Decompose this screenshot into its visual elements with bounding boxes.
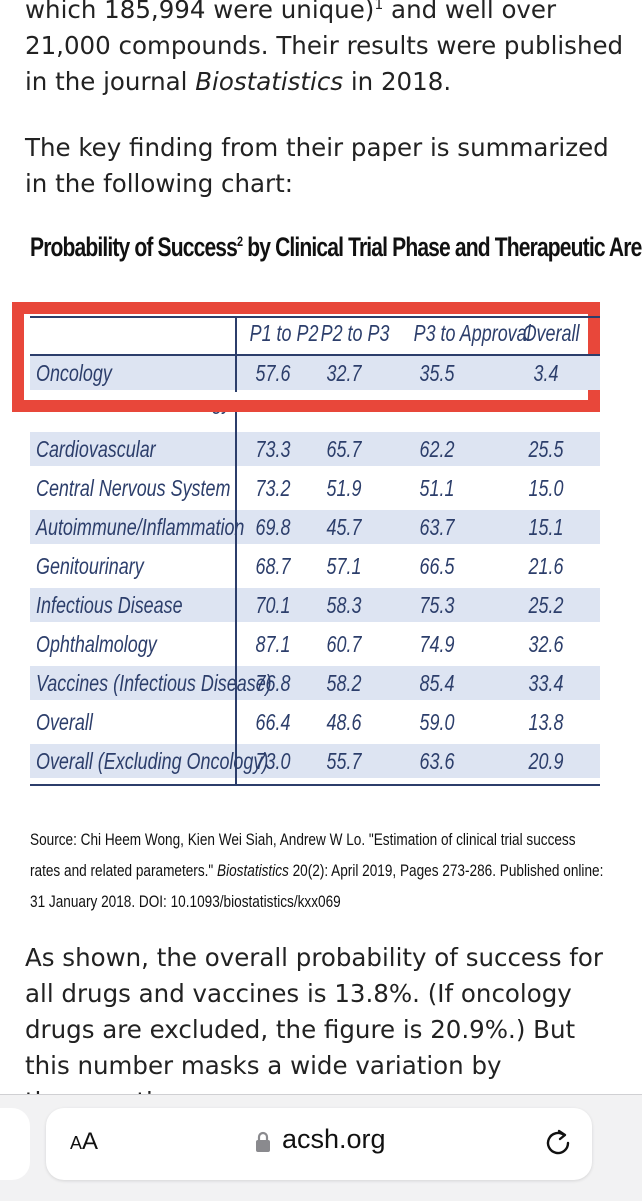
- cell-value: 76.8: [255, 670, 291, 696]
- url-text[interactable]: acsh.org: [282, 1124, 386, 1154]
- cell-value: 63.7: [419, 514, 455, 540]
- address-bar[interactable]: [46, 1108, 592, 1180]
- cell-value: 66.5: [419, 553, 455, 579]
- cell-value: 73.2: [255, 475, 291, 501]
- column-header: P2 to P3: [320, 320, 390, 346]
- cell-value: 75.3: [419, 592, 455, 618]
- p1-text-a: which 185,994 were unique): [25, 0, 375, 24]
- reader-settings-button[interactable]: AA: [70, 1128, 98, 1156]
- lock-icon: [256, 1131, 270, 1152]
- journal-name: Biostatistics: [195, 67, 344, 96]
- cell-value: 68.7: [255, 553, 291, 579]
- table-row-oncology: Oncology 57.6 32.7 35.5 3.4: [30, 356, 600, 390]
- column-header: P3 to Approval: [413, 320, 531, 346]
- cell-value: 62.2: [419, 436, 455, 462]
- column-header: P1 to P2: [249, 320, 319, 346]
- cell-value: 51.1: [419, 475, 455, 501]
- article-paragraph-2: The key finding from their paper is summ…: [25, 133, 609, 198]
- cell-value: 3.4: [533, 360, 559, 386]
- cell-value: 25.5: [528, 436, 564, 462]
- chart-title-main: Probability of Success: [30, 232, 238, 262]
- row-label: Infectious Disease: [36, 592, 183, 618]
- reload-icon[interactable]: [542, 1127, 574, 1159]
- article-paragraph-3: As shown, the overall probability of suc…: [25, 943, 603, 1116]
- cell-value: 59.0: [419, 709, 455, 735]
- cell-value: 55.7: [326, 748, 362, 774]
- cell-value: 13.8: [528, 709, 564, 735]
- row-label: Vaccines (Infectious Disease): [36, 670, 272, 696]
- table-row: Vaccines (Infectious Disease) 76.8 58.2 85.…: [30, 666, 600, 700]
- cell-value: 45.7: [326, 514, 362, 540]
- aa-large: A: [82, 1128, 99, 1155]
- table-row: Genitourinary 68.7 57.1 66.5 21.6: [30, 549, 600, 583]
- cell-value: 51.9: [326, 475, 362, 501]
- cell-value: 87.1: [255, 631, 291, 657]
- cell-value: 65.7: [326, 436, 362, 462]
- row-label: Genitourinary: [36, 553, 144, 579]
- cell-value: 60.7: [326, 631, 362, 657]
- row-label: Overall (Excluding Oncology): [36, 748, 269, 774]
- table-row: Overall 66.4 48.6 59.0 13.8: [30, 705, 600, 739]
- cell-value: 15.0: [528, 475, 564, 501]
- table-top-rule: [30, 316, 600, 318]
- chart-source: Source: Chi Heem Wong, Kien Wei Siah, An…: [30, 824, 606, 917]
- row-label: Overall: [36, 709, 93, 735]
- chart-title-footnote: 2: [237, 233, 243, 249]
- row-label: Central Nervous System: [36, 475, 231, 501]
- chart-title-rest: by Clinical Trial Phase and Therapeutic …: [242, 232, 642, 262]
- source-rest: 20(2): April 2019, Pages 273-286. Publis…: [30, 861, 604, 911]
- chart-title: Probability of Success2 by Clinical Tria…: [30, 232, 642, 263]
- article-paragraph-1: which 185,994 were unique)1 and well ove…: [25, 0, 625, 100]
- p1-text-b: and well over 21,000 compounds. Their re…: [25, 0, 624, 96]
- table-row: Infectious Disease 70.1 58.3 75.3 25.2: [30, 588, 600, 622]
- highlighted-rows: P1 to P2 P2 to P3 P3 to Approval Overall Onc…: [30, 316, 600, 398]
- cell-value: 73.3: [255, 436, 291, 462]
- cell-value: 74.9: [419, 631, 455, 657]
- cell-value: 35.5: [419, 360, 455, 386]
- cell-value: 66.4: [255, 709, 291, 735]
- p1-text-c: in 2018.: [343, 67, 452, 96]
- table-header-row: P1 to P2 P2 to P3 P3 to Approval Overall: [30, 316, 600, 350]
- cell-value: 21.6: [528, 553, 564, 579]
- source-journal: Biostatistics: [217, 861, 289, 880]
- cell-value: 20.9: [528, 748, 564, 774]
- cell-value: 48.6: [326, 709, 362, 735]
- cell-value: 57.1: [326, 553, 362, 579]
- row-label: Oncology: [36, 360, 112, 386]
- header-rule: [30, 354, 600, 356]
- cell-value: 32.6: [528, 631, 564, 657]
- table-bottom-rule: [30, 784, 600, 786]
- cell-value: 63.6: [419, 748, 455, 774]
- cell-value: 25.2: [528, 592, 564, 618]
- source-lead: Source: Chi Heem Wong, Kien Wei Siah, An…: [30, 830, 576, 880]
- row-label: Autoimmune/Inflammation: [36, 514, 245, 540]
- cell-value: 15.1: [528, 514, 564, 540]
- cell-value: 58.3: [326, 592, 362, 618]
- cell-value: 58.2: [326, 670, 362, 696]
- row-label: Ophthalmology: [36, 631, 157, 657]
- cell-value: 57.6: [255, 360, 291, 386]
- cell-value: 33.4: [528, 670, 564, 696]
- success-rate-table: Metabolic/Endocrinology 76.2 59.7 51.6 19.6 C…: [30, 316, 600, 786]
- cell-value: 70.1: [255, 592, 291, 618]
- table-row: Central Nervous System 73.2 51.9 51.1 15.0: [30, 471, 600, 505]
- cell-value: 85.4: [419, 670, 455, 696]
- aa-small: A: [70, 1133, 83, 1153]
- row-label: Cardiovascular: [36, 436, 156, 462]
- cell-value: 32.7: [326, 360, 362, 386]
- footnote-ref-1[interactable]: 1: [374, 0, 384, 13]
- label-divider: [235, 316, 237, 786]
- cell-value: 69.8: [255, 514, 291, 540]
- table-row: Overall (Excluding Oncology) 73.0 55.7 63.6…: [30, 744, 600, 778]
- table-row: Autoimmune/Inflammation 69.8 45.7 63.7 15.1: [30, 510, 600, 544]
- table-row: Cardiovascular 73.3 65.7 62.2 25.5: [30, 432, 600, 466]
- column-header: Overall: [522, 320, 580, 346]
- table-row: Ophthalmology 87.1 60.7 74.9 32.6: [30, 627, 600, 661]
- previous-tab-edge[interactable]: [0, 1108, 30, 1180]
- cell-value: 73.0: [255, 748, 291, 774]
